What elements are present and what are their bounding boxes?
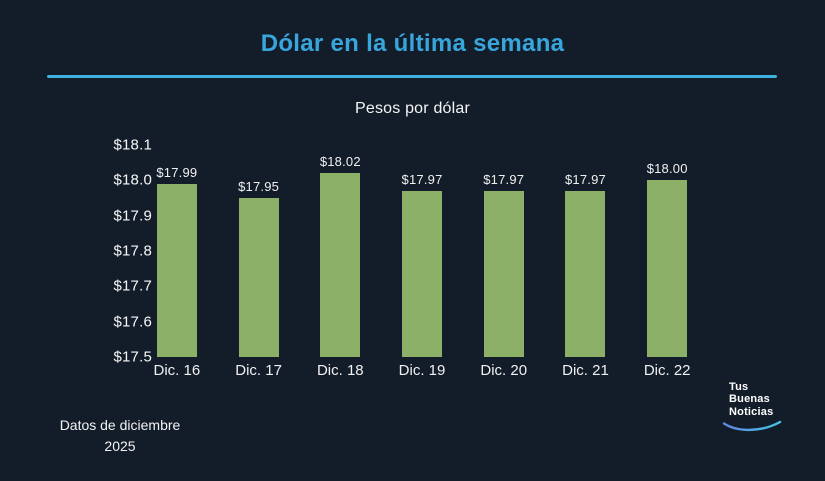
bar	[320, 173, 361, 357]
logo-line-2: Buenas	[729, 393, 770, 406]
logo-swoosh-icon	[722, 420, 782, 432]
bar-column: $17.97 Dic. 19	[381, 145, 463, 379]
bar-value-label: $17.95	[238, 179, 280, 194]
bar-column: $17.95 Dic. 17	[218, 145, 300, 379]
bar-value-label: $17.97	[401, 171, 443, 187]
bar-column: $18.00 Dic. 22	[626, 145, 708, 379]
tus-buenas-noticias-logo: Tus Buenas Noticias	[722, 381, 792, 434]
plot-area: $17.99 Dic. 16 $17.95 Dic. 17 $18.02 Dic. 18 $…	[136, 145, 708, 379]
title-divider-line	[47, 75, 777, 78]
data-source-note: Datos de diciembre 2025	[30, 415, 210, 457]
y-axis-tick-label: $17.8	[113, 242, 152, 260]
x-axis-category-label: Dic. 21	[562, 362, 609, 379]
bar-value-label: $18.02	[319, 154, 361, 170]
bar-value-label: $17.97	[564, 171, 606, 187]
bar	[402, 190, 443, 357]
bar	[156, 183, 197, 357]
page-title: Dólar en la última semana	[260, 30, 565, 57]
y-axis-tick-label: $18.1	[113, 136, 152, 154]
x-axis-category-label: Dic. 18	[316, 362, 364, 379]
bar	[238, 198, 279, 357]
logo-wordmark: Tus Buenas Noticias	[722, 381, 792, 418]
x-axis-category-label: Dic. 20	[480, 362, 528, 379]
x-axis-category-label: Dic. 19	[398, 362, 446, 379]
chart-subtitle: Pesos por dólar	[354, 100, 471, 117]
bar	[647, 180, 688, 357]
x-axis-category-label: Dic. 22	[643, 362, 691, 379]
bar-column: $17.97 Dic. 21	[545, 145, 627, 379]
y-axis-tick-label: $18.0	[113, 171, 152, 189]
x-axis-category-label: Dic. 17	[235, 362, 282, 379]
note-line-1: Datos de diciembre	[59, 417, 181, 433]
y-axis: $18.1 $18.0 $17.9 $17.8 $17.7 $17.6 $17.5	[40, 137, 152, 366]
bar-value-label: $17.99	[156, 164, 198, 180]
bar	[565, 190, 606, 357]
y-axis-tick-label: $17.7	[113, 277, 152, 295]
y-axis-tick-label: $17.6	[113, 313, 152, 331]
y-axis-tick-label: $17.5	[113, 348, 152, 366]
note-line-2: 2025	[104, 438, 136, 454]
x-axis-category-label: Dic. 16	[153, 362, 201, 379]
logo-line-1: Tus	[729, 381, 749, 393]
bar-column: $17.99 Dic. 16	[136, 145, 218, 379]
bar-column: $17.97 Dic. 20	[463, 145, 545, 379]
bar	[483, 190, 524, 357]
bar-value-label: $17.97	[483, 171, 525, 187]
logo-line-3: Noticias	[729, 405, 774, 418]
bar-value-label: $18.00	[646, 161, 688, 177]
bar-column: $18.02 Dic. 18	[299, 145, 381, 379]
y-axis-tick-label: $17.9	[113, 207, 152, 225]
